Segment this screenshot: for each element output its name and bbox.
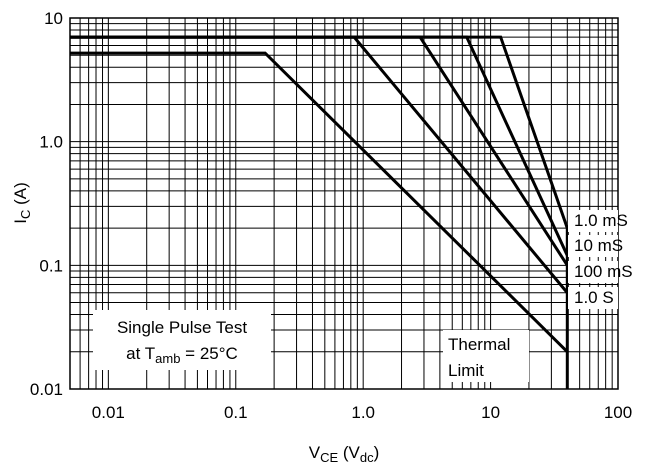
series-label-3: 1.0 S: [574, 288, 614, 307]
series-label-bg-3: [568, 287, 618, 309]
y-tick-labels: 0.01 0.1 1.0 10: [30, 9, 63, 399]
y-tick-label-2: 1.0: [39, 133, 63, 152]
series-label-0: 1.0 mS: [574, 211, 628, 230]
series-label-bg-0: [568, 210, 618, 232]
y-tick-label-3: 10: [44, 9, 63, 28]
series-label-bg-1: [568, 235, 618, 257]
y-tick-label-1: 0.1: [39, 256, 63, 275]
test-conditions-box: [93, 310, 271, 370]
x-tick-label-2: 1.0: [351, 403, 375, 422]
series-labels: 1.0 mS 10 mS 100 mS 1.0 S: [568, 210, 633, 309]
series-label-1: 10 mS: [574, 236, 623, 255]
x-tick-label-4: 100: [604, 403, 632, 422]
test-conditions-line2: at Tamb = 25°C: [126, 344, 238, 366]
thermal-limit-box: [443, 330, 529, 382]
x-tick-label-0: 0.01: [92, 403, 125, 422]
series-line-100-ms: [70, 35, 569, 267]
y-axis-title: IC (A): [11, 182, 33, 224]
series-line-1-0-s: [70, 35, 569, 294]
x-tick-labels: 0.01 0.1 1.0 10 100: [92, 403, 632, 422]
y-tick-label-0: 0.01: [30, 380, 63, 399]
thermal-limit-line2: Limit: [448, 361, 484, 380]
series-line-thermal-limit: [70, 51, 569, 353]
x-tick-label-3: 10: [481, 403, 500, 422]
x-axis-title: VCE (Vdc): [309, 443, 380, 465]
series-label-bg-2: [568, 261, 618, 283]
plot-frame: [69, 17, 619, 390]
curves: [70, 35, 569, 389]
test-conditions-line1: Single Pulse Test: [117, 318, 247, 337]
x-tick-label-1: 0.1: [224, 403, 248, 422]
series-label-2: 100 mS: [574, 262, 633, 281]
series-line-10-ms: [70, 35, 569, 257]
thermal-limit-line1: Thermal: [448, 335, 510, 354]
